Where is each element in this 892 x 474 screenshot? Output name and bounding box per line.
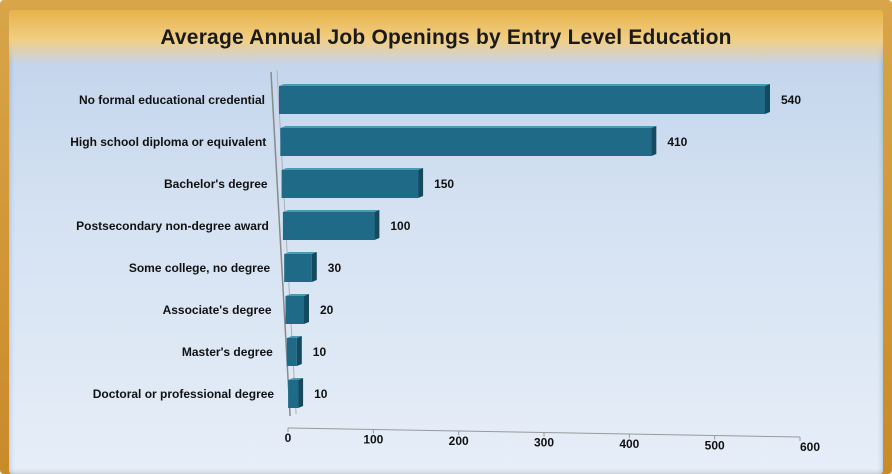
bar-side-face — [304, 294, 309, 324]
value-label: 150 — [434, 177, 454, 191]
bar-side-face — [374, 210, 379, 240]
value-label: 10 — [314, 387, 328, 401]
category-label: Master's degree — [182, 345, 273, 359]
value-label: 10 — [313, 345, 327, 359]
category-label: Postsecondary non-degree award — [76, 219, 269, 233]
category-label: Associate's degree — [163, 303, 272, 317]
bar-side-face — [765, 84, 770, 114]
bar-side-face — [651, 126, 656, 156]
bar-top-face — [283, 210, 379, 212]
bar — [282, 170, 418, 198]
category-label: High school diploma or equivalent — [70, 135, 266, 149]
x-tick-label: 100 — [363, 433, 383, 447]
value-label: 100 — [390, 219, 410, 233]
value-label: 540 — [781, 93, 801, 107]
value-label: 410 — [667, 135, 687, 149]
category-label: Some college, no degree — [129, 261, 271, 275]
x-tick-label: 0 — [285, 431, 292, 445]
bar-side-face — [298, 378, 303, 408]
bar — [287, 338, 297, 366]
category-label: Bachelor's degree — [164, 177, 268, 191]
x-tick-label: 400 — [619, 437, 639, 451]
x-tick-label: 600 — [800, 440, 820, 454]
category-label: No formal educational credential — [79, 93, 265, 107]
bar-top-face — [279, 84, 770, 86]
category-label: Doctoral or professional degree — [93, 387, 275, 401]
x-tick-label: 300 — [534, 436, 554, 450]
bar — [279, 86, 765, 114]
bar — [280, 128, 651, 156]
x-tick-label: 200 — [449, 434, 469, 448]
bar — [286, 296, 304, 324]
bar-top-face — [280, 126, 656, 128]
bar-top-face — [282, 168, 423, 170]
bar-side-face — [312, 252, 317, 282]
x-tick-label: 500 — [705, 439, 725, 453]
bar-top-face — [284, 252, 317, 254]
value-label: 30 — [328, 261, 342, 275]
value-label: 20 — [320, 303, 334, 317]
bar-side-face — [418, 168, 423, 198]
bar — [288, 380, 298, 408]
bar-side-face — [297, 336, 302, 366]
bar — [283, 212, 374, 240]
bar — [284, 254, 312, 282]
